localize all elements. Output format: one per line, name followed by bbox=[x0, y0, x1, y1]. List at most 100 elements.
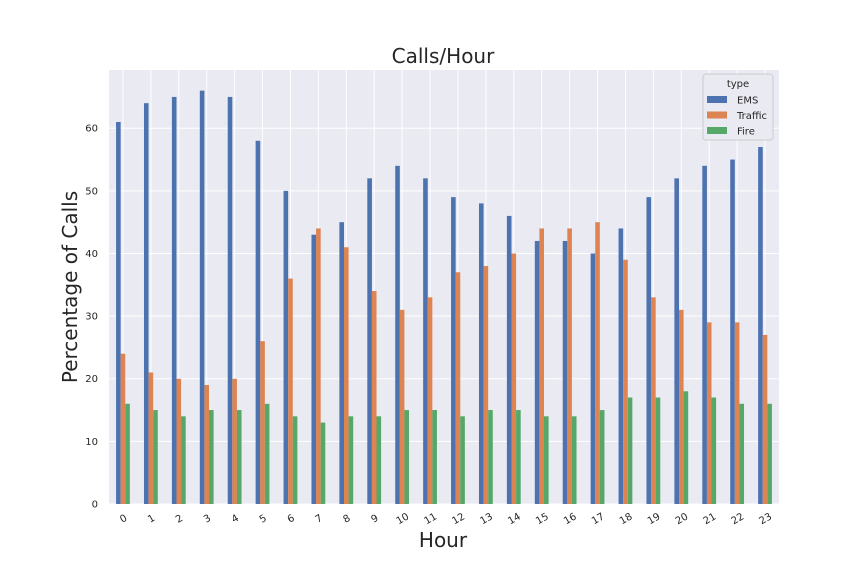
bar-ems bbox=[143, 103, 149, 504]
bar-traffic bbox=[455, 272, 461, 504]
bar-ems bbox=[227, 96, 233, 504]
bar-traffic bbox=[176, 378, 182, 504]
bar-ems bbox=[730, 159, 735, 505]
legend-label: EMS bbox=[737, 96, 758, 107]
x-tick-label: 8 bbox=[342, 513, 353, 526]
bar-ems bbox=[255, 140, 261, 504]
bar-traffic bbox=[343, 247, 349, 504]
bar-ems bbox=[339, 222, 344, 504]
x-tick-label: 0 bbox=[118, 513, 129, 526]
bar-ems bbox=[674, 178, 679, 504]
bar-fire bbox=[264, 403, 270, 504]
y-axis: 0 10 20 30 40 50 60 bbox=[85, 124, 98, 511]
x-tick-label: 18 bbox=[618, 511, 635, 527]
x-tick-label: 17 bbox=[590, 511, 607, 527]
x-tick-label: 16 bbox=[562, 511, 579, 527]
bar-ems bbox=[590, 253, 596, 504]
legend-swatch bbox=[707, 96, 727, 103]
bar-fire bbox=[376, 416, 382, 504]
plot-area bbox=[109, 70, 779, 504]
bar-fire bbox=[544, 416, 549, 504]
bar-ems bbox=[367, 178, 372, 504]
x-tick-label: 20 bbox=[674, 511, 691, 527]
x-axis: 0 1 2 3 4 5 6 7 8 9 10 11 12 13 14 15 16 17 18 19 20 21 22 23 bbox=[118, 511, 774, 527]
legend: type EMS Traffic Fire bbox=[702, 73, 774, 141]
bar-ems bbox=[646, 197, 652, 504]
x-tick-label: 21 bbox=[702, 511, 719, 527]
bar-fire bbox=[181, 416, 186, 504]
bar-ems bbox=[283, 190, 289, 504]
bar-traffic bbox=[567, 228, 572, 504]
bar-fire bbox=[627, 397, 633, 504]
bar-fire bbox=[125, 403, 130, 504]
x-tick-label: 13 bbox=[478, 511, 495, 527]
bar-fire bbox=[153, 410, 158, 504]
bar-fire bbox=[460, 416, 465, 504]
x-tick-label: 19 bbox=[646, 511, 663, 527]
bars bbox=[116, 90, 772, 505]
bar-ems bbox=[311, 234, 317, 504]
legend-label: Traffic bbox=[736, 111, 767, 122]
bar-traffic bbox=[734, 322, 740, 504]
bar-traffic bbox=[762, 334, 768, 504]
bar-fire bbox=[711, 397, 717, 504]
bar-fire bbox=[739, 403, 745, 504]
bar-ems bbox=[702, 165, 707, 504]
bar-fire bbox=[236, 410, 242, 504]
bar-traffic bbox=[595, 222, 600, 504]
bar-ems bbox=[171, 96, 177, 504]
bar-fire bbox=[432, 410, 437, 504]
x-tick-label: 1 bbox=[146, 513, 157, 526]
bar-ems bbox=[423, 178, 428, 504]
bar-ems bbox=[618, 228, 624, 504]
y-tick-label: 40 bbox=[85, 249, 98, 260]
bar-ems bbox=[506, 215, 512, 504]
x-tick-label: 11 bbox=[423, 511, 440, 527]
bar-traffic bbox=[539, 228, 545, 504]
bar-fire bbox=[655, 397, 661, 504]
x-tick-label: 4 bbox=[230, 513, 241, 526]
bar-fire bbox=[488, 410, 493, 504]
bar-traffic bbox=[399, 309, 405, 504]
bar-fire bbox=[683, 391, 689, 504]
bar-fire bbox=[209, 410, 214, 504]
x-tick-label: 14 bbox=[506, 511, 523, 527]
bar-fire bbox=[516, 410, 521, 504]
legend-items: EMS Traffic Fire bbox=[707, 96, 767, 138]
y-tick-label: 30 bbox=[85, 312, 98, 323]
x-tick-label: 6 bbox=[286, 513, 297, 526]
x-tick-label: 5 bbox=[258, 513, 269, 526]
bar-fire bbox=[599, 410, 605, 504]
bar-traffic bbox=[371, 291, 377, 504]
bar-ems bbox=[758, 147, 763, 504]
x-axis-title: Hour bbox=[419, 528, 468, 552]
bar-ems bbox=[116, 121, 121, 504]
bar-fire bbox=[404, 410, 410, 504]
bar-ems bbox=[199, 90, 205, 505]
bar-ems bbox=[562, 240, 568, 504]
legend-swatch bbox=[707, 111, 727, 119]
bar-traffic bbox=[316, 228, 321, 504]
y-tick-label: 60 bbox=[85, 124, 98, 135]
bar-traffic bbox=[120, 353, 126, 504]
x-tick-label: 9 bbox=[369, 513, 380, 526]
x-tick-label: 23 bbox=[758, 511, 775, 527]
bar-traffic bbox=[427, 297, 433, 504]
y-tick-label: 10 bbox=[85, 437, 98, 448]
x-tick-label: 12 bbox=[450, 511, 467, 527]
bar-traffic bbox=[232, 378, 237, 504]
legend-swatch bbox=[707, 127, 727, 134]
bar-fire bbox=[767, 403, 772, 504]
bar-traffic bbox=[623, 259, 628, 504]
bar-traffic bbox=[148, 372, 154, 504]
bar-traffic bbox=[204, 385, 210, 504]
x-tick-label: 22 bbox=[730, 511, 747, 527]
bar-fire bbox=[348, 416, 354, 504]
bar-ems bbox=[478, 203, 484, 505]
y-tick-label: 0 bbox=[92, 500, 98, 511]
x-tick-label: 15 bbox=[534, 511, 551, 527]
bar-traffic bbox=[706, 322, 712, 504]
bar-ems bbox=[534, 240, 540, 504]
bar-traffic bbox=[483, 266, 489, 504]
